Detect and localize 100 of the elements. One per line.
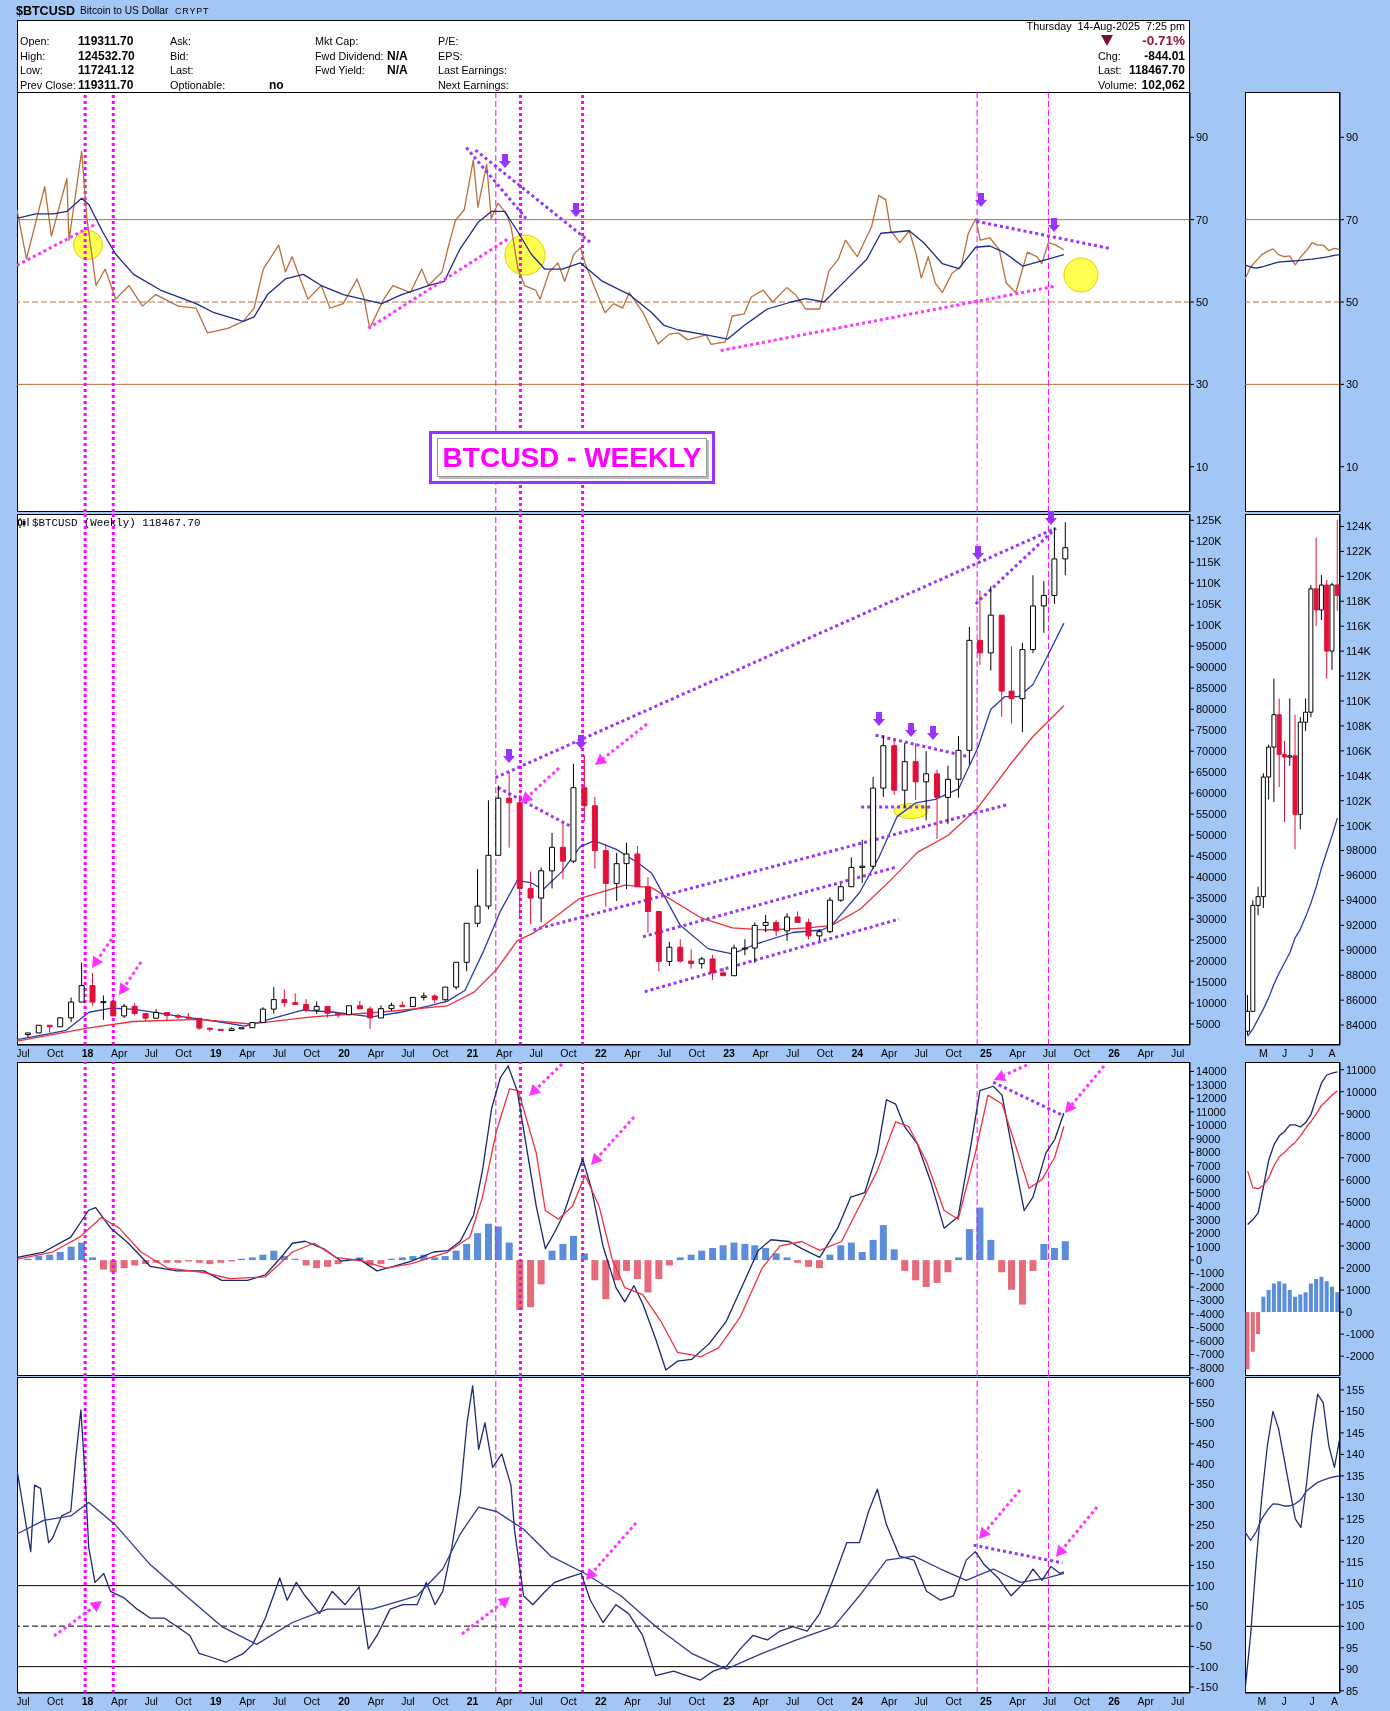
x-tick-label: Oct (47, 1695, 64, 1707)
y-tick-label: 550 (1196, 1397, 1215, 1410)
y-tick-label: 80000 (1196, 703, 1227, 716)
text: Bitcoin to US Dollar (80, 4, 169, 18)
x-tick-label: Oct (945, 1047, 962, 1059)
y-tick-label: -2000 (1196, 1280, 1225, 1293)
y-tick-label: 50 (1346, 295, 1359, 308)
y-tick-label: 11000 (1196, 1105, 1226, 1118)
y-tick-label: 90000 (1346, 944, 1377, 957)
y-tick-label: 75000 (1196, 724, 1227, 737)
x-tick-label: Jul (657, 1047, 672, 1059)
text: High: (20, 48, 46, 64)
y-tick-label: 0 (1196, 1254, 1203, 1267)
x-tick-label: Oct (1073, 1695, 1091, 1707)
y-tick-label: 98000 (1346, 844, 1377, 857)
x-tick-label: Jul (401, 1047, 415, 1059)
y-tick-label: -2000 (1346, 1350, 1375, 1363)
x-tick-label: Jul (272, 1695, 287, 1707)
y-tick-label: 200 (1196, 1539, 1215, 1552)
x-tick-label: Oct (560, 1047, 577, 1059)
x-tick-label: Oct (816, 1695, 834, 1707)
y-tick-label: 70000 (1196, 745, 1227, 758)
x-tick-label: 22 (595, 1695, 607, 1707)
x-tick-label: 19 (209, 1695, 222, 1707)
y-tick-label: 3000 (1196, 1213, 1221, 1226)
x-tick-label: Oct (688, 1695, 706, 1707)
text: no (269, 76, 284, 93)
y-tick-label: 8000 (1346, 1129, 1371, 1142)
y-tick-label: 110K (1196, 577, 1222, 590)
y-tick-label: 92000 (1346, 919, 1377, 932)
x-tick-label: Jul (401, 1695, 415, 1707)
x-tick-label: Apr (367, 1695, 385, 1707)
text: N/A (387, 62, 408, 78)
x-tick-label: 25 (980, 1047, 992, 1059)
y-tick-label: 10 (1346, 460, 1359, 473)
y-tick-label: 65000 (1196, 766, 1227, 779)
x-tick-label: Apr (496, 1695, 513, 1707)
x-tick-label: Apr (624, 1047, 642, 1059)
text: 124532.70 (78, 47, 135, 64)
text: Next Earnings: (438, 77, 509, 93)
y-tick-label: 118K (1346, 595, 1372, 608)
y-tick-label: 500 (1196, 1417, 1215, 1430)
y-tick-label: 20000 (1196, 954, 1227, 967)
x-tick-label: Apr (752, 1047, 770, 1059)
text: P/E: (438, 34, 459, 49)
x-tick-label: M (1259, 1047, 1268, 1059)
x-tick-label: 24 (851, 1047, 864, 1059)
x-tick-label: Apr (111, 1695, 128, 1707)
x-tick-label: 19 (209, 1047, 222, 1059)
y-tick-label: 4000 (1196, 1200, 1221, 1213)
y-tick-label: 95000 (1196, 640, 1227, 653)
y-tick-label: 60000 (1196, 787, 1227, 800)
y-tick-label: 0 (1196, 1620, 1203, 1633)
y-tick-label: 25000 (1196, 933, 1227, 946)
x-tick-label: 21 (466, 1695, 479, 1707)
text: Mkt Cap: (315, 34, 359, 49)
x-tick-label: Jul (16, 1047, 30, 1059)
y-tick-label: 108K (1346, 719, 1373, 732)
y-tick-label: 155 (1346, 1383, 1365, 1396)
x-tick-label: Jul (1170, 1047, 1185, 1059)
y-tick-label: 300 (1196, 1498, 1215, 1511)
y-tick-label: 130 (1346, 1491, 1365, 1504)
y-tick-label: 70 (1196, 213, 1209, 226)
y-tick-label: 10000 (1196, 996, 1227, 1009)
y-tick-label: 122K (1346, 545, 1373, 558)
x-tick-label: Jul (657, 1695, 672, 1707)
x-tick-label: Apr (111, 1047, 128, 1059)
x-tick-label: M (1257, 1695, 1267, 1707)
text: Last: (1098, 63, 1122, 78)
text: Fwd Dividend: (315, 48, 384, 64)
text: 118467.70 (1128, 62, 1185, 78)
x-tick-label: 24 (851, 1695, 864, 1707)
text: Fwd Yield: (315, 63, 365, 78)
y-tick-label: 90000 (1196, 661, 1227, 674)
y-tick-label: 10 (1196, 460, 1209, 473)
text: 117241.12 (78, 62, 135, 78)
text: N/A (387, 47, 408, 64)
y-tick-label: 45000 (1196, 850, 1227, 863)
x-tick-label: Oct (175, 1047, 192, 1059)
y-tick-label: -8000 (1196, 1361, 1225, 1374)
y-tick-label: 13000 (1196, 1078, 1227, 1091)
x-tick-label: Apr (239, 1695, 257, 1707)
y-tick-label: 106K (1346, 744, 1373, 757)
y-tick-label: 9000 (1196, 1132, 1221, 1145)
y-tick-label: -4000 (1196, 1307, 1225, 1320)
y-tick-label: 120 (1346, 1534, 1365, 1547)
text: $BTCUSD (16, 3, 76, 19)
y-tick-label: 85 (1346, 1684, 1359, 1697)
y-tick-label: 105K (1196, 598, 1223, 611)
y-tick-label: 85000 (1196, 682, 1227, 695)
x-tick-label: Jul (1170, 1695, 1185, 1707)
x-tick-label: Apr (1137, 1695, 1155, 1707)
y-tick-label: 50 (1196, 1599, 1209, 1612)
y-tick-label: 55000 (1196, 808, 1227, 821)
y-tick-label: 8000 (1196, 1146, 1221, 1159)
x-tick-label: J (1281, 1695, 1287, 1707)
x-tick-label: 26 (1108, 1047, 1121, 1059)
y-tick-label: 90 (1196, 131, 1209, 144)
text: Last Earnings: (438, 63, 508, 78)
x-tick-label: 18 (81, 1047, 94, 1059)
